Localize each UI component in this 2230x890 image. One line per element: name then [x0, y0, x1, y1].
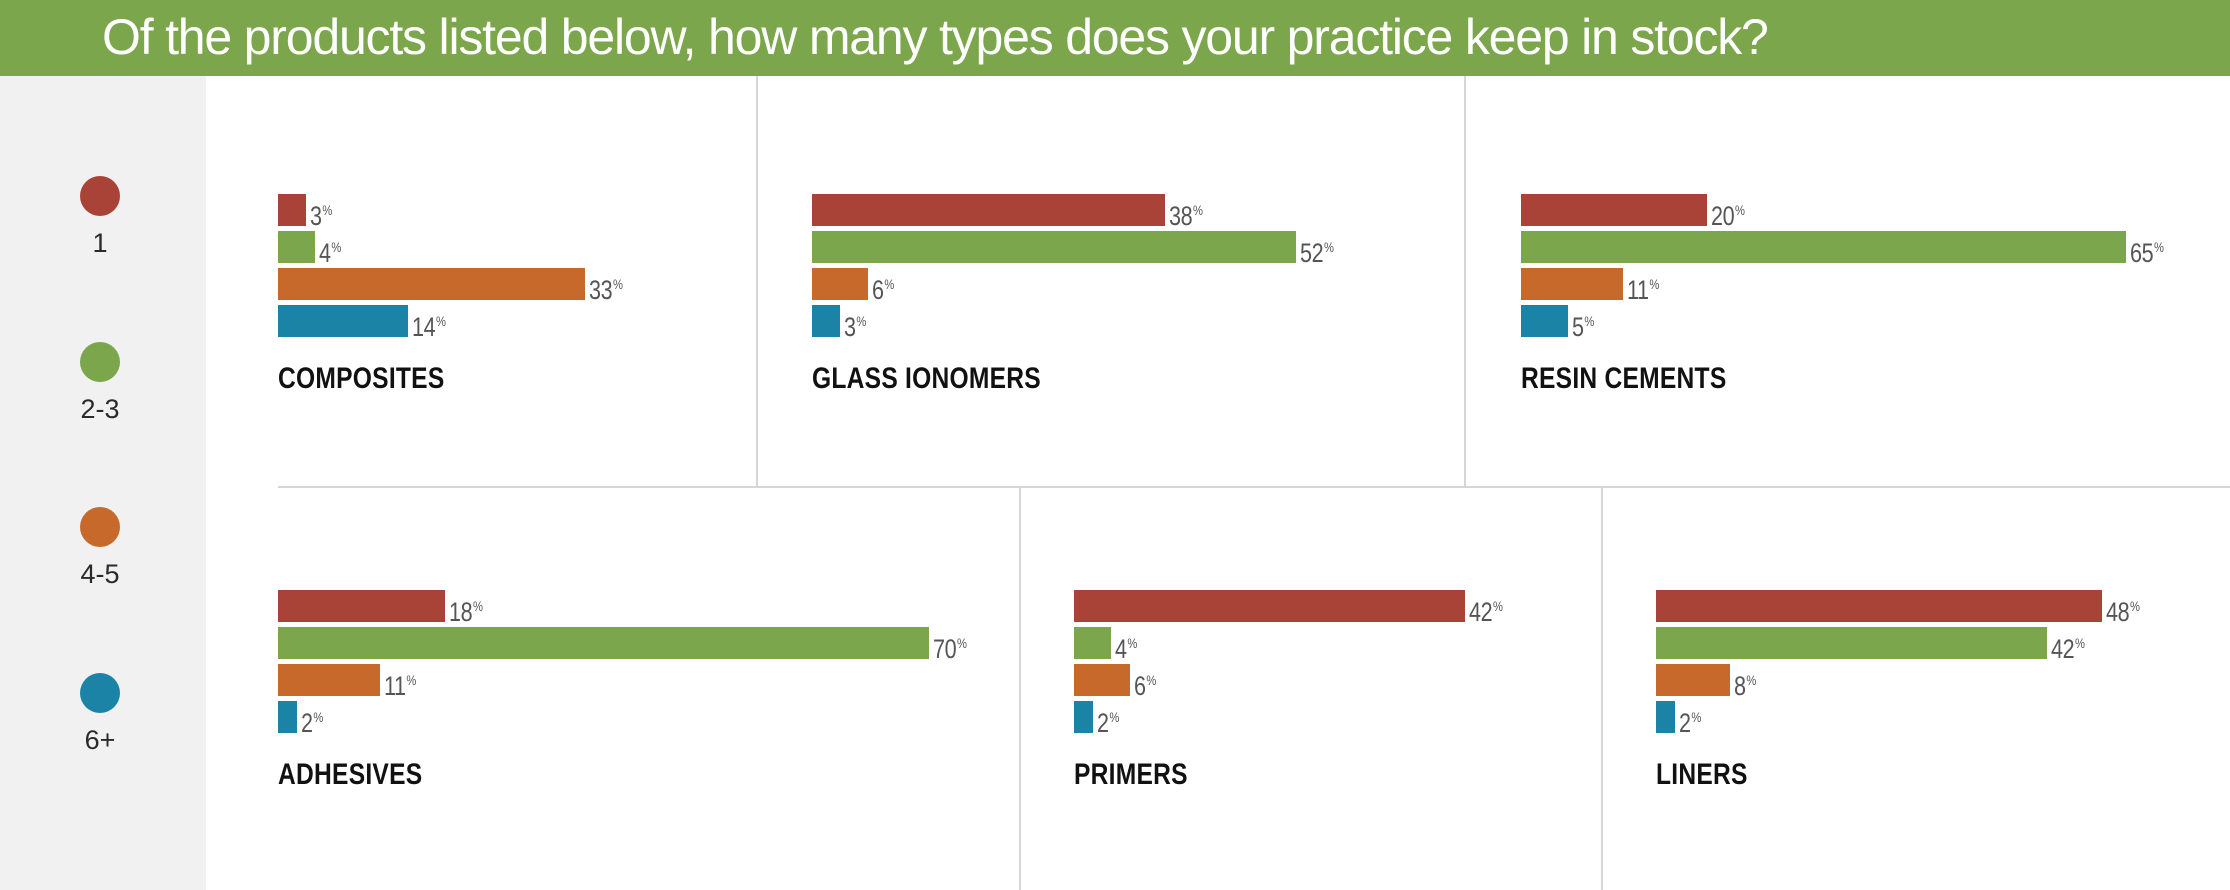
chart-title: GLASS IONOMERS [812, 362, 1041, 395]
bar-value-label: 38% [1169, 201, 1203, 231]
divider-vertical [1601, 487, 1603, 890]
bar-value-label: 20% [1711, 201, 1745, 231]
bar-value-label: 33% [589, 275, 623, 305]
bar-2-3 [278, 627, 929, 659]
legend-dot-1 [80, 176, 120, 216]
chart-title: RESIN CEMENTS [1521, 362, 1727, 395]
bar-value-label: 4% [319, 238, 341, 268]
bar-1 [278, 590, 445, 622]
bar-4-5 [278, 664, 380, 696]
bar-6-plus [1521, 305, 1568, 337]
page-title: Of the products listed below, how many t… [102, 9, 1769, 65]
divider-vertical [756, 76, 758, 487]
bar-6-plus [278, 305, 408, 337]
chart-panel-resin-cements: RESIN CEMENTS 20% 65% 11% 5% [1521, 194, 2221, 395]
legend: 1 2-3 4-5 6+ [0, 76, 206, 890]
bar-1 [1074, 590, 1465, 622]
chart-title: ADHESIVES [278, 758, 423, 791]
bar-1 [812, 194, 1165, 226]
chart-title: LINERS [1656, 758, 1748, 791]
bar-6-plus [812, 305, 840, 337]
bar-value-label: 6% [1134, 671, 1156, 701]
legend-dot-6-plus [80, 673, 120, 713]
bar-4-5 [1074, 664, 1130, 696]
bar-value-label: 3% [844, 312, 866, 342]
legend-dot-4-5 [80, 507, 120, 547]
bar-6-plus [278, 701, 297, 733]
bar-value-label: 6% [872, 275, 894, 305]
legend-label-4-5: 4-5 [80, 559, 120, 589]
header-bar: Of the products listed below, how many t… [0, 0, 2230, 76]
chart-title: COMPOSITES [278, 362, 445, 395]
bar-value-label: 42% [1469, 597, 1503, 627]
bar-1 [278, 194, 306, 226]
chart-panel-primers: PRIMERS 42% 4% 6% 2% [1074, 590, 1774, 791]
bar-value-label: 8% [1734, 671, 1756, 701]
bar-2-3 [812, 231, 1296, 263]
bar-value-label: 65% [2130, 238, 2164, 268]
bar-value-label: 14% [412, 312, 446, 342]
legend-label-6-plus: 6+ [84, 725, 116, 755]
bar-value-label: 2% [1679, 708, 1701, 738]
chart-panel-glass-ionomers: GLASS IONOMERS 38% 52% 6% 3% [812, 194, 1512, 395]
bar-value-label: 52% [1300, 238, 1334, 268]
bar-6-plus [1074, 701, 1093, 733]
bar-4-5 [812, 268, 868, 300]
bar-value-label: 4% [1115, 634, 1137, 664]
bar-2-3 [278, 231, 315, 263]
divider-horizontal [278, 486, 2230, 488]
bar-1 [1521, 194, 1707, 226]
bar-4-5 [1521, 268, 1623, 300]
chart-title: PRIMERS [1074, 758, 1188, 791]
bar-2-3 [1521, 231, 2126, 263]
bar-value-label: 3% [310, 201, 332, 231]
bar-2-3 [1656, 627, 2047, 659]
chart-panel-composites: COMPOSITES 3% 4% 33% 14% [278, 194, 978, 395]
legend-label-2-3: 2-3 [80, 394, 120, 424]
bar-value-label: 48% [2106, 597, 2140, 627]
bar-1 [1656, 590, 2102, 622]
bar-value-label: 42% [2051, 634, 2085, 664]
bar-2-3 [1074, 627, 1111, 659]
divider-vertical [1464, 76, 1466, 487]
bar-value-label: 18% [449, 597, 483, 627]
divider-vertical [1019, 487, 1021, 890]
bar-value-label: 2% [1097, 708, 1119, 738]
bar-6-plus [1656, 701, 1675, 733]
legend-label-1: 1 [92, 228, 108, 258]
bar-value-label: 70% [933, 634, 967, 664]
bar-value-label: 11% [1627, 275, 1659, 305]
chart-panel-liners: LINERS 48% 42% 8% 2% [1656, 590, 2230, 791]
legend-dot-2-3 [80, 342, 120, 382]
chart-panel-adhesives: ADHESIVES 18% 70% 11% 2% [278, 590, 978, 791]
bar-value-label: 2% [301, 708, 323, 738]
bar-value-label: 11% [384, 671, 416, 701]
bar-4-5 [1656, 664, 1730, 696]
bar-4-5 [278, 268, 585, 300]
bar-value-label: 5% [1572, 312, 1594, 342]
